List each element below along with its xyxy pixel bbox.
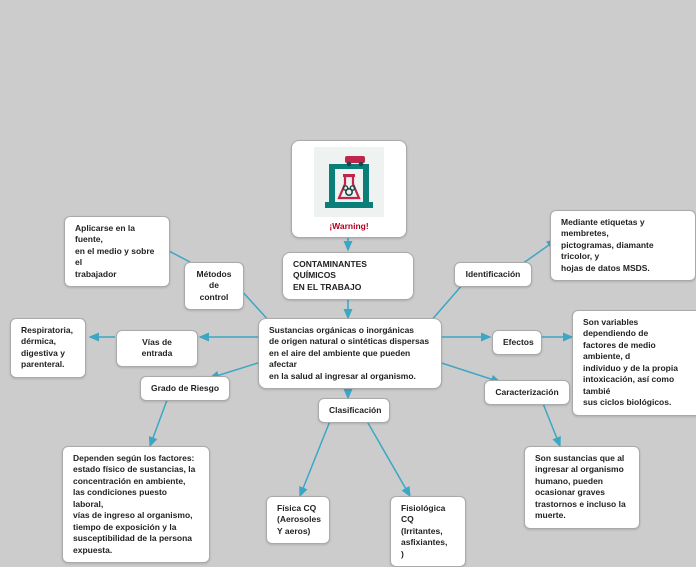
fisica-text: Física CQ (Aerosoles Y aeros) [277,503,321,536]
efectos-node: Efectos [492,330,542,355]
center-text: Sustancias orgánicas o inorgánicas de or… [269,325,429,381]
metodos-node: Métodos de control [184,262,244,310]
vias-leaf: Respiratoria, dérmica, digestiva y paren… [10,318,86,378]
hazard-icon [314,147,384,217]
warning-caption: ¡Warning! [298,221,400,231]
title-text: CONTAMINANTES QUÍMICOS EN EL TRABAJO [293,259,367,292]
center-node: Sustancias orgánicas o inorgánicas de or… [258,318,442,389]
metodos-text: Métodos de control [197,269,232,302]
caracterizacion-leaf: Son sustancias que al ingresar al organi… [524,446,640,529]
grado-node: Grado de Riesgo [140,376,230,401]
efectos-leaf: Son variables dependiendo de factores de… [572,310,696,416]
identificacion-text: Identificación [466,269,521,279]
identificacion-node: Identificación [454,262,532,287]
efectos-text: Efectos [503,337,534,347]
warning-box: ¡Warning! [291,140,407,238]
identificacion-leaf: Mediante etiquetas y membretes, pictogra… [550,210,696,281]
vias-node: Vías de entrada [116,330,198,367]
clasificacion-text: Clasificación [329,405,381,415]
vias-leaf-text: Respiratoria, dérmica, digestiva y paren… [21,325,73,369]
clasificacion-node: Clasificación [318,398,390,423]
vias-text: Vías de entrada [142,337,173,358]
fisiologica-text: Fisiológica CQ (Irritantes, asfixiantes,… [401,503,447,559]
metodos-leaf-text: Aplicarse en la fuente, en el medio y so… [75,223,154,279]
fisica-node: Física CQ (Aerosoles Y aeros) [266,496,330,544]
fisiologica-node: Fisiológica CQ (Irritantes, asfixiantes,… [390,496,466,567]
metodos-leaf: Aplicarse en la fuente, en el medio y so… [64,216,170,287]
caracterizacion-text: Caracterización [495,387,558,397]
grado-leaf: Dependen según los factores: estado físi… [62,446,210,563]
title-node: CONTAMINANTES QUÍMICOS EN EL TRABAJO [282,252,414,300]
efectos-leaf-text: Son variables dependiendo de factores de… [583,317,678,407]
caracterizacion-leaf-text: Son sustancias que al ingresar al organi… [535,453,626,520]
identificacion-leaf-text: Mediante etiquetas y membretes, pictogra… [561,217,654,273]
grado-leaf-text: Dependen según los factores: estado físi… [73,453,195,555]
caracterizacion-node: Caracterización [484,380,570,405]
grado-text: Grado de Riesgo [151,383,219,393]
